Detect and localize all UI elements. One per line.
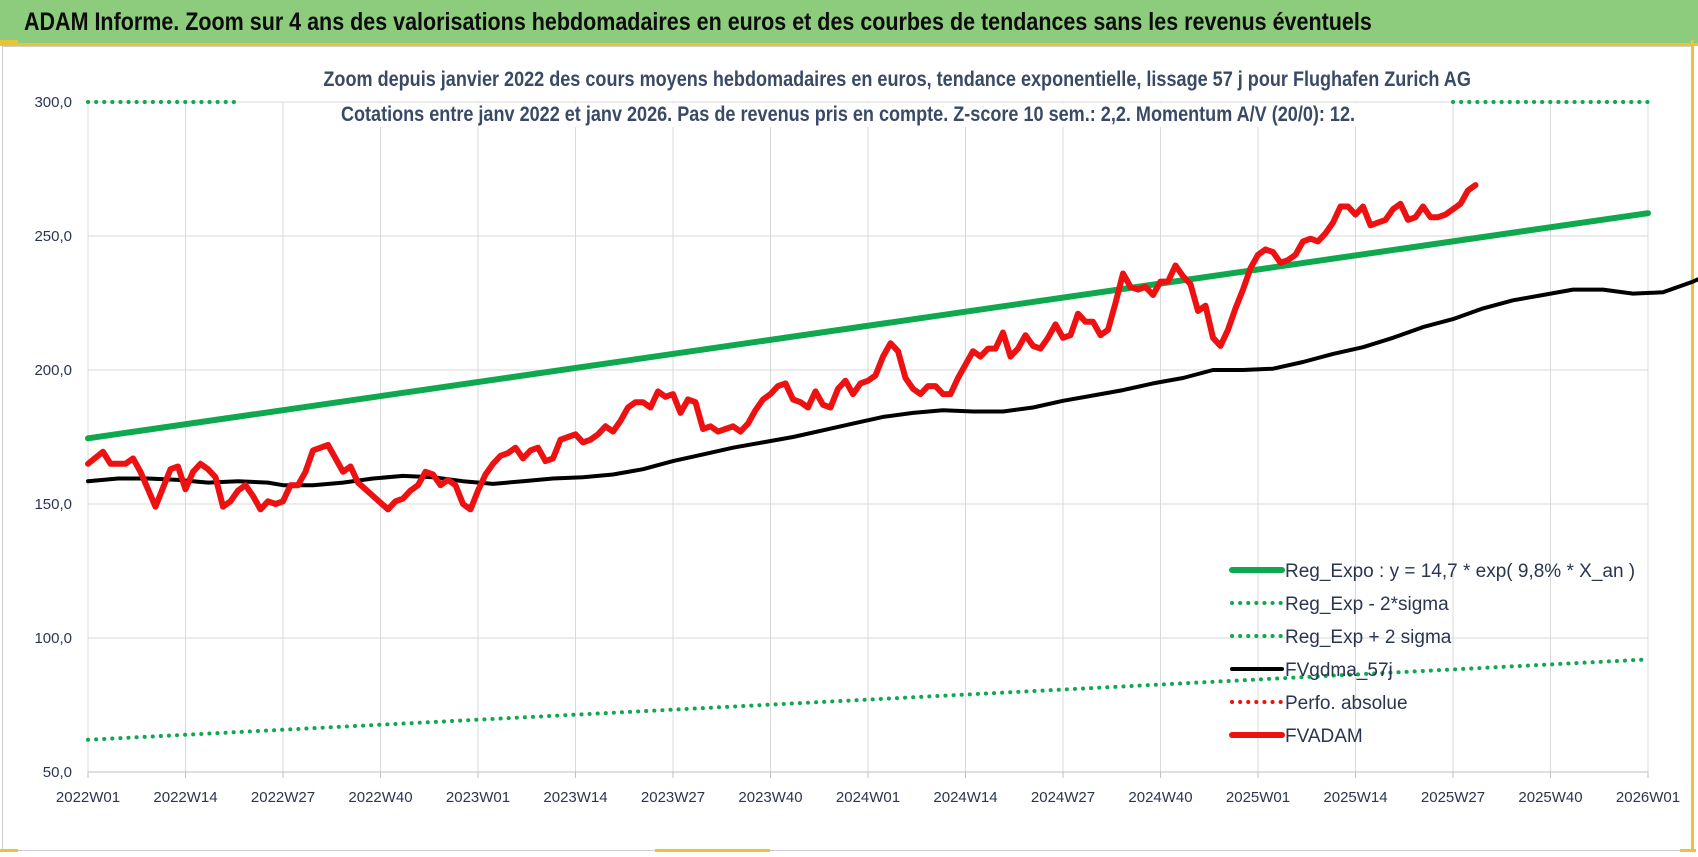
legend-label: Reg_Exp + 2 sigma — [1285, 627, 1452, 648]
x-tick-label: 2023W40 — [738, 789, 802, 806]
series-line-3 — [86, 277, 1698, 488]
x-tick-label: 2024W14 — [933, 789, 997, 806]
x-tick-label: 2025W40 — [1518, 789, 1582, 806]
legend: Reg_Expo : y = 14,7 * exp( 9,8% * X_an )… — [1229, 561, 1635, 747]
x-tick-label: 2025W01 — [1226, 789, 1290, 806]
chart-title: Zoom depuis janvier 2022 des cours moyen… — [323, 68, 1471, 92]
legend-label: FVADAM — [1285, 726, 1363, 747]
x-tick-label: 2025W14 — [1323, 789, 1387, 806]
x-tick-label: 2023W01 — [446, 789, 510, 806]
legend-label: Reg_Exp - 2*sigma — [1285, 594, 1449, 615]
x-tick-label: 2022W01 — [56, 789, 120, 806]
grid-lines — [87, 101, 1649, 773]
x-tick-label: 2024W27 — [1031, 789, 1095, 806]
title-banner: ADAM Informe. Zoom sur 4 ans des valoris… — [0, 0, 1698, 46]
series-line-0 — [85, 210, 1651, 442]
x-tick-label: 2022W40 — [348, 789, 412, 806]
banner-title: ADAM Informe. Zoom sur 4 ans des valoris… — [24, 8, 1372, 36]
x-tick-label: 2025W27 — [1421, 789, 1485, 806]
corner-marker-top-left — [0, 40, 18, 43]
y-tick-label: 150,0 — [34, 496, 72, 513]
x-axis-ticks: 2022W01 2022W14 2022W27 2022W40 2023W01 2023W… — [56, 772, 1680, 806]
legend-label: FVgdma_57j — [1285, 660, 1393, 681]
corner-marker-bottom-right — [1680, 849, 1696, 852]
x-tick-label: 2024W40 — [1128, 789, 1192, 806]
x-tick-label: 2023W27 — [641, 789, 705, 806]
y-tick-label: 250,0 — [34, 228, 72, 245]
corner-marker-bottom-left — [0, 849, 18, 852]
y-tick-label: 200,0 — [34, 362, 72, 379]
series-line-5 — [85, 182, 1479, 513]
y-tick-label: 50,0 — [43, 764, 72, 781]
corner-marker-bottom-center — [655, 849, 770, 852]
x-tick-label: 2022W27 — [251, 789, 315, 806]
y-axis-ticks: 300,0 250,0 200,0 150,0 100,0 50,0 — [34, 94, 72, 781]
y-tick-label: 100,0 — [34, 630, 72, 647]
series-lines — [85, 100, 1698, 742]
series-line-1 — [86, 657, 1650, 742]
legend-label: Perfo. absolue — [1285, 693, 1408, 714]
x-tick-label: 2026W01 — [1616, 789, 1680, 806]
x-tick-label: 2024W01 — [836, 789, 900, 806]
chart-subtitle: Cotations entre janv 2022 et janv 2026. … — [323, 103, 1373, 127]
y-tick-label: 300,0 — [34, 94, 72, 111]
legend-label: Reg_Expo : y = 14,7 * exp( 9,8% * X_an ) — [1285, 561, 1635, 582]
x-tick-label: 2022W14 — [153, 789, 217, 806]
corner-marker-right-edge — [1691, 40, 1694, 849]
x-tick-label: 2023W14 — [543, 789, 607, 806]
